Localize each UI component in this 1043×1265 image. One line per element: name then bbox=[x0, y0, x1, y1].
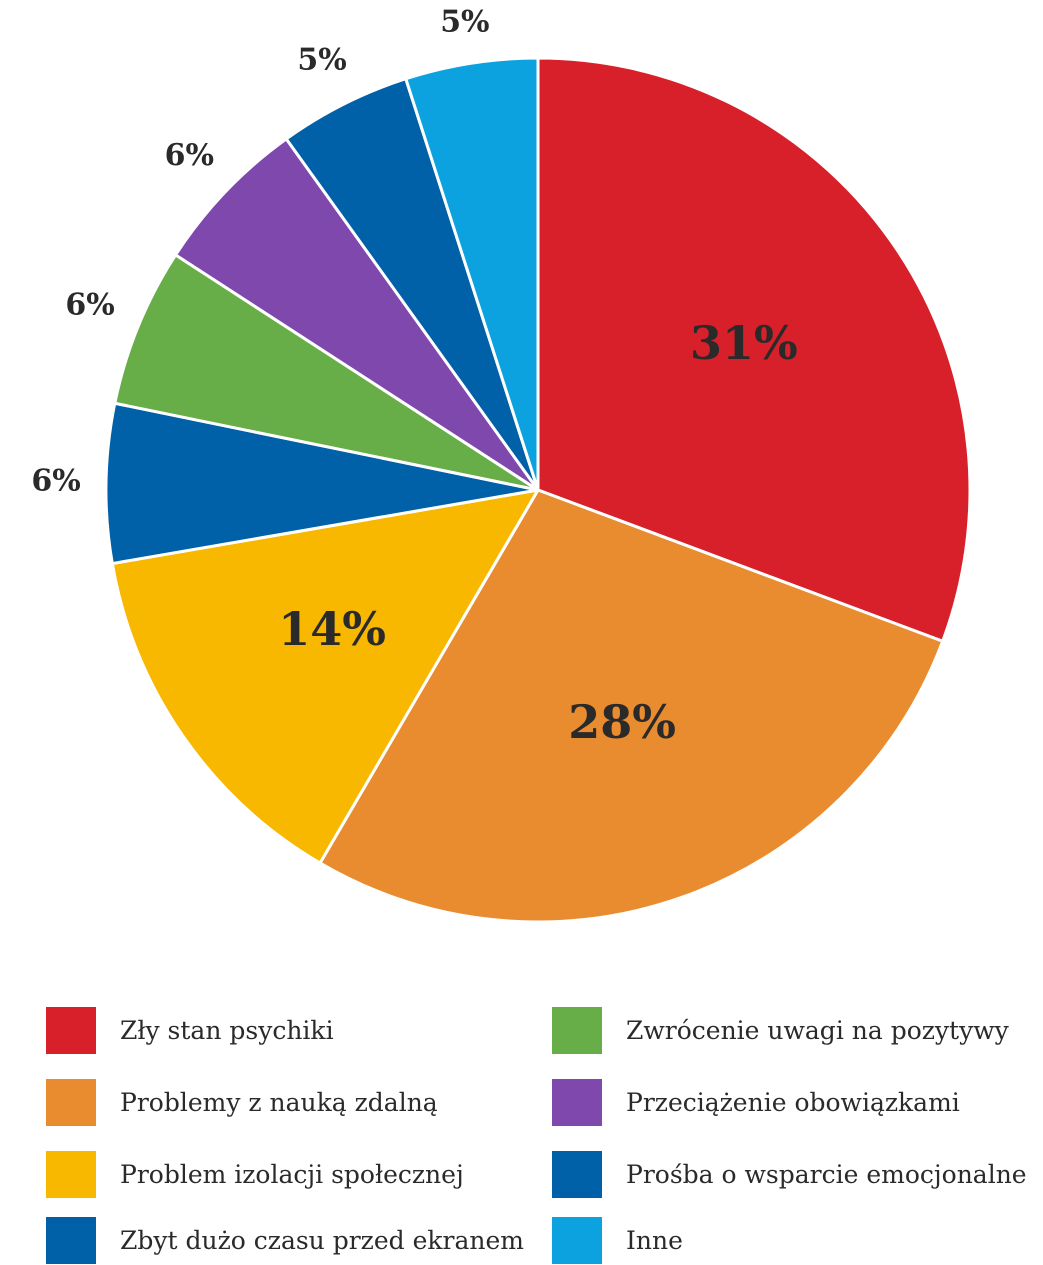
pie-slice-zbyt-duzo-czasu-przed-ekranem bbox=[104, 401, 540, 566]
pie-data-label-przeciazenie-obowiazkami: 6% bbox=[165, 138, 214, 173]
pie-slices bbox=[104, 56, 972, 924]
pie-slice-zly-stan-psychiki bbox=[536, 56, 972, 643]
pie-data-label-zbyt-duzo-czasu-przed-ekranem: 6% bbox=[31, 464, 80, 499]
pie-data-label-problem-izolacji-spolecznej: 14% bbox=[278, 602, 386, 656]
pie-data-label-inne: 5% bbox=[440, 5, 489, 40]
pie-data-label-problemy-z-nauka-zdalna: 28% bbox=[568, 695, 676, 749]
pie-slice-przeciazenie-obowiazkami bbox=[174, 137, 540, 492]
pie-data-label-zwrocenie-uwagi-na-pozytywy: 6% bbox=[65, 288, 114, 323]
pie-slice-zwrocenie-uwagi-na-pozytywy bbox=[113, 253, 540, 492]
pie-data-label-prosba-o-wsparcie-emocjonalne: 5% bbox=[297, 42, 346, 77]
pie-data-labels: 31% 28% 14% 6% 6% 6% 5% 5% bbox=[31, 5, 797, 749]
pie-data-label-zly-stan-psychiki: 31% bbox=[690, 316, 798, 370]
pie-slice-inne bbox=[404, 56, 540, 492]
pie-slice-problem-izolacji-spolecznej bbox=[110, 488, 540, 865]
